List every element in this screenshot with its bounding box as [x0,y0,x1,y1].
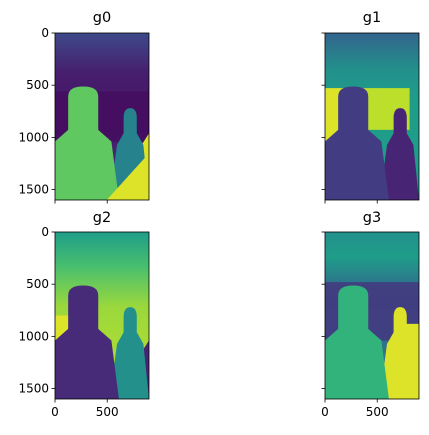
axes-frame [324,231,420,400]
x-tick-label: 500 [96,405,119,419]
person-silhouette [325,285,389,399]
subplot-g0: g0 0 500 1000 1500 [18,10,150,204]
subplot-title: g2 [93,210,111,226]
y-tick-label: 500 [26,78,49,92]
y-tick-label: 0 [41,26,49,40]
x-tick-label: 500 [366,405,389,419]
heatmap-image [55,232,149,399]
subplot-title: g1 [363,10,381,26]
axes-frame [54,32,150,201]
subplot-title: g0 [93,10,111,26]
second-person-silhouette [109,307,149,399]
person-silhouette [55,285,119,399]
y-tick-label: 1500 [18,382,49,396]
axes-frame [54,231,150,400]
x-tick-label: 0 [321,405,329,419]
y-tick-label: 0 [41,225,49,239]
subplot-g3: g3 0 500 [321,210,420,419]
axes-frame [324,32,420,201]
subplot-g1: g1 [321,10,420,204]
y-tick-label: 1000 [18,329,49,343]
person-silhouette [325,86,389,200]
y-tick-label: 1500 [18,183,49,197]
y-tick-label: 500 [26,277,49,291]
person-silhouette [55,86,119,200]
heatmap-image [325,232,419,399]
subplot-title: g3 [363,210,381,226]
x-tick-label: 0 [51,405,59,419]
heatmap-image [325,33,419,200]
second-person-silhouette [379,307,419,399]
heatmap-image [55,33,149,200]
y-tick-label: 1000 [18,130,49,144]
second-person-silhouette [379,108,419,200]
